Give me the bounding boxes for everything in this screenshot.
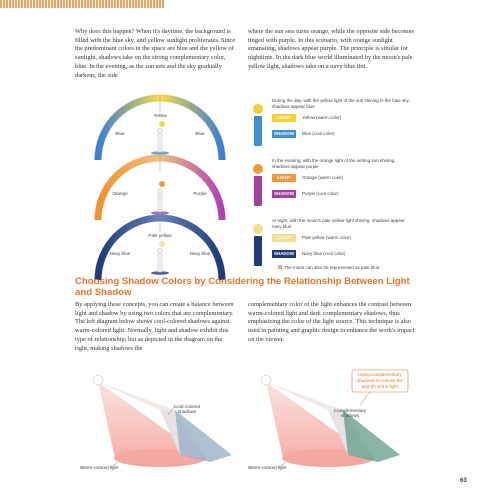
- arc-right-label: Navy blue: [189, 251, 211, 256]
- light-text: Pale yellow (warm color): [302, 235, 352, 240]
- diagram-caption: In the evening, with the orange light of…: [272, 158, 396, 169]
- icon-bar: [254, 116, 262, 146]
- icon-bar: [254, 236, 262, 266]
- light-tag: LIGHT: [272, 114, 296, 122]
- shadow-tag: SHADOW: [272, 130, 296, 138]
- figure-body: [157, 133, 163, 153]
- shadow-tag: SHADOW: [272, 190, 296, 198]
- arc-top-label: Yellow: [146, 113, 174, 118]
- light-source: [159, 181, 165, 187]
- icon-bar: [254, 176, 262, 206]
- note: The moon can also be represented as pale…: [278, 265, 379, 270]
- right-illustration: [260, 369, 409, 467]
- section-col1: By applying these concepts, you can crea…: [75, 301, 234, 352]
- figure-shadow: [151, 151, 169, 155]
- figure-body: [157, 253, 163, 273]
- light-source: [159, 121, 165, 127]
- section-heading: Choosing Shadow Colors by Considering th…: [75, 276, 410, 298]
- figure-head: [157, 188, 163, 194]
- shadow-text: Purple (cool color): [302, 191, 339, 196]
- arc-left-label: Orange: [112, 191, 128, 196]
- shadow-text: Navy blue (cool color): [302, 251, 346, 256]
- section-col2: complementary color of the light enhance…: [248, 301, 415, 343]
- left-shadow-label: Cool-colored shadows: [173, 404, 201, 414]
- note-text: The moon can also be represented as pale…: [284, 265, 380, 270]
- right-shadow-label: Complementary shadows: [333, 408, 367, 418]
- icon-ball: [253, 224, 263, 234]
- light-source: [159, 241, 165, 247]
- diagram-caption: At night, with the moon's pale yellow li…: [272, 218, 405, 229]
- arc-left-label: Navy blue: [109, 251, 131, 256]
- diagram-caption: During the day, with the yellow light of…: [272, 98, 410, 109]
- figure-body: [157, 193, 163, 213]
- light-text: Orange (warm color): [302, 175, 344, 180]
- shadow-tag: SHADOW: [272, 250, 296, 258]
- arc-left-label: Blue: [115, 131, 125, 136]
- light-tag: LIGHT: [272, 234, 296, 242]
- figure-shadow: [151, 211, 169, 215]
- figure-head: [157, 128, 163, 134]
- arc-right-label: Purple: [193, 191, 207, 196]
- figure-shadow: [151, 271, 169, 275]
- figure-head: [157, 248, 163, 254]
- callout: Using complementary shadows to convey th…: [357, 372, 403, 389]
- left-light-label: Warm-colored light: [80, 465, 119, 470]
- intro-col1: Why does this happen? When it's daytime,…: [75, 28, 236, 79]
- shadow-text: Blue (cool color): [302, 131, 335, 136]
- icon-ball: [253, 164, 263, 174]
- light-tag: LIGHT: [272, 174, 296, 182]
- left-illustration: [92, 374, 232, 467]
- icon-ball: [253, 104, 263, 114]
- arc-right-label: Blue: [195, 131, 205, 136]
- right-light-label: Warm-colored light: [248, 465, 287, 470]
- arc-top-label: Pale yellow: [146, 233, 174, 238]
- page-number: 63: [460, 478, 467, 484]
- header-stripe: [0, 0, 165, 8]
- intro-col2: where the sun sets turns orange, while t…: [248, 28, 414, 70]
- light-text: Yellow (warm color): [302, 115, 342, 120]
